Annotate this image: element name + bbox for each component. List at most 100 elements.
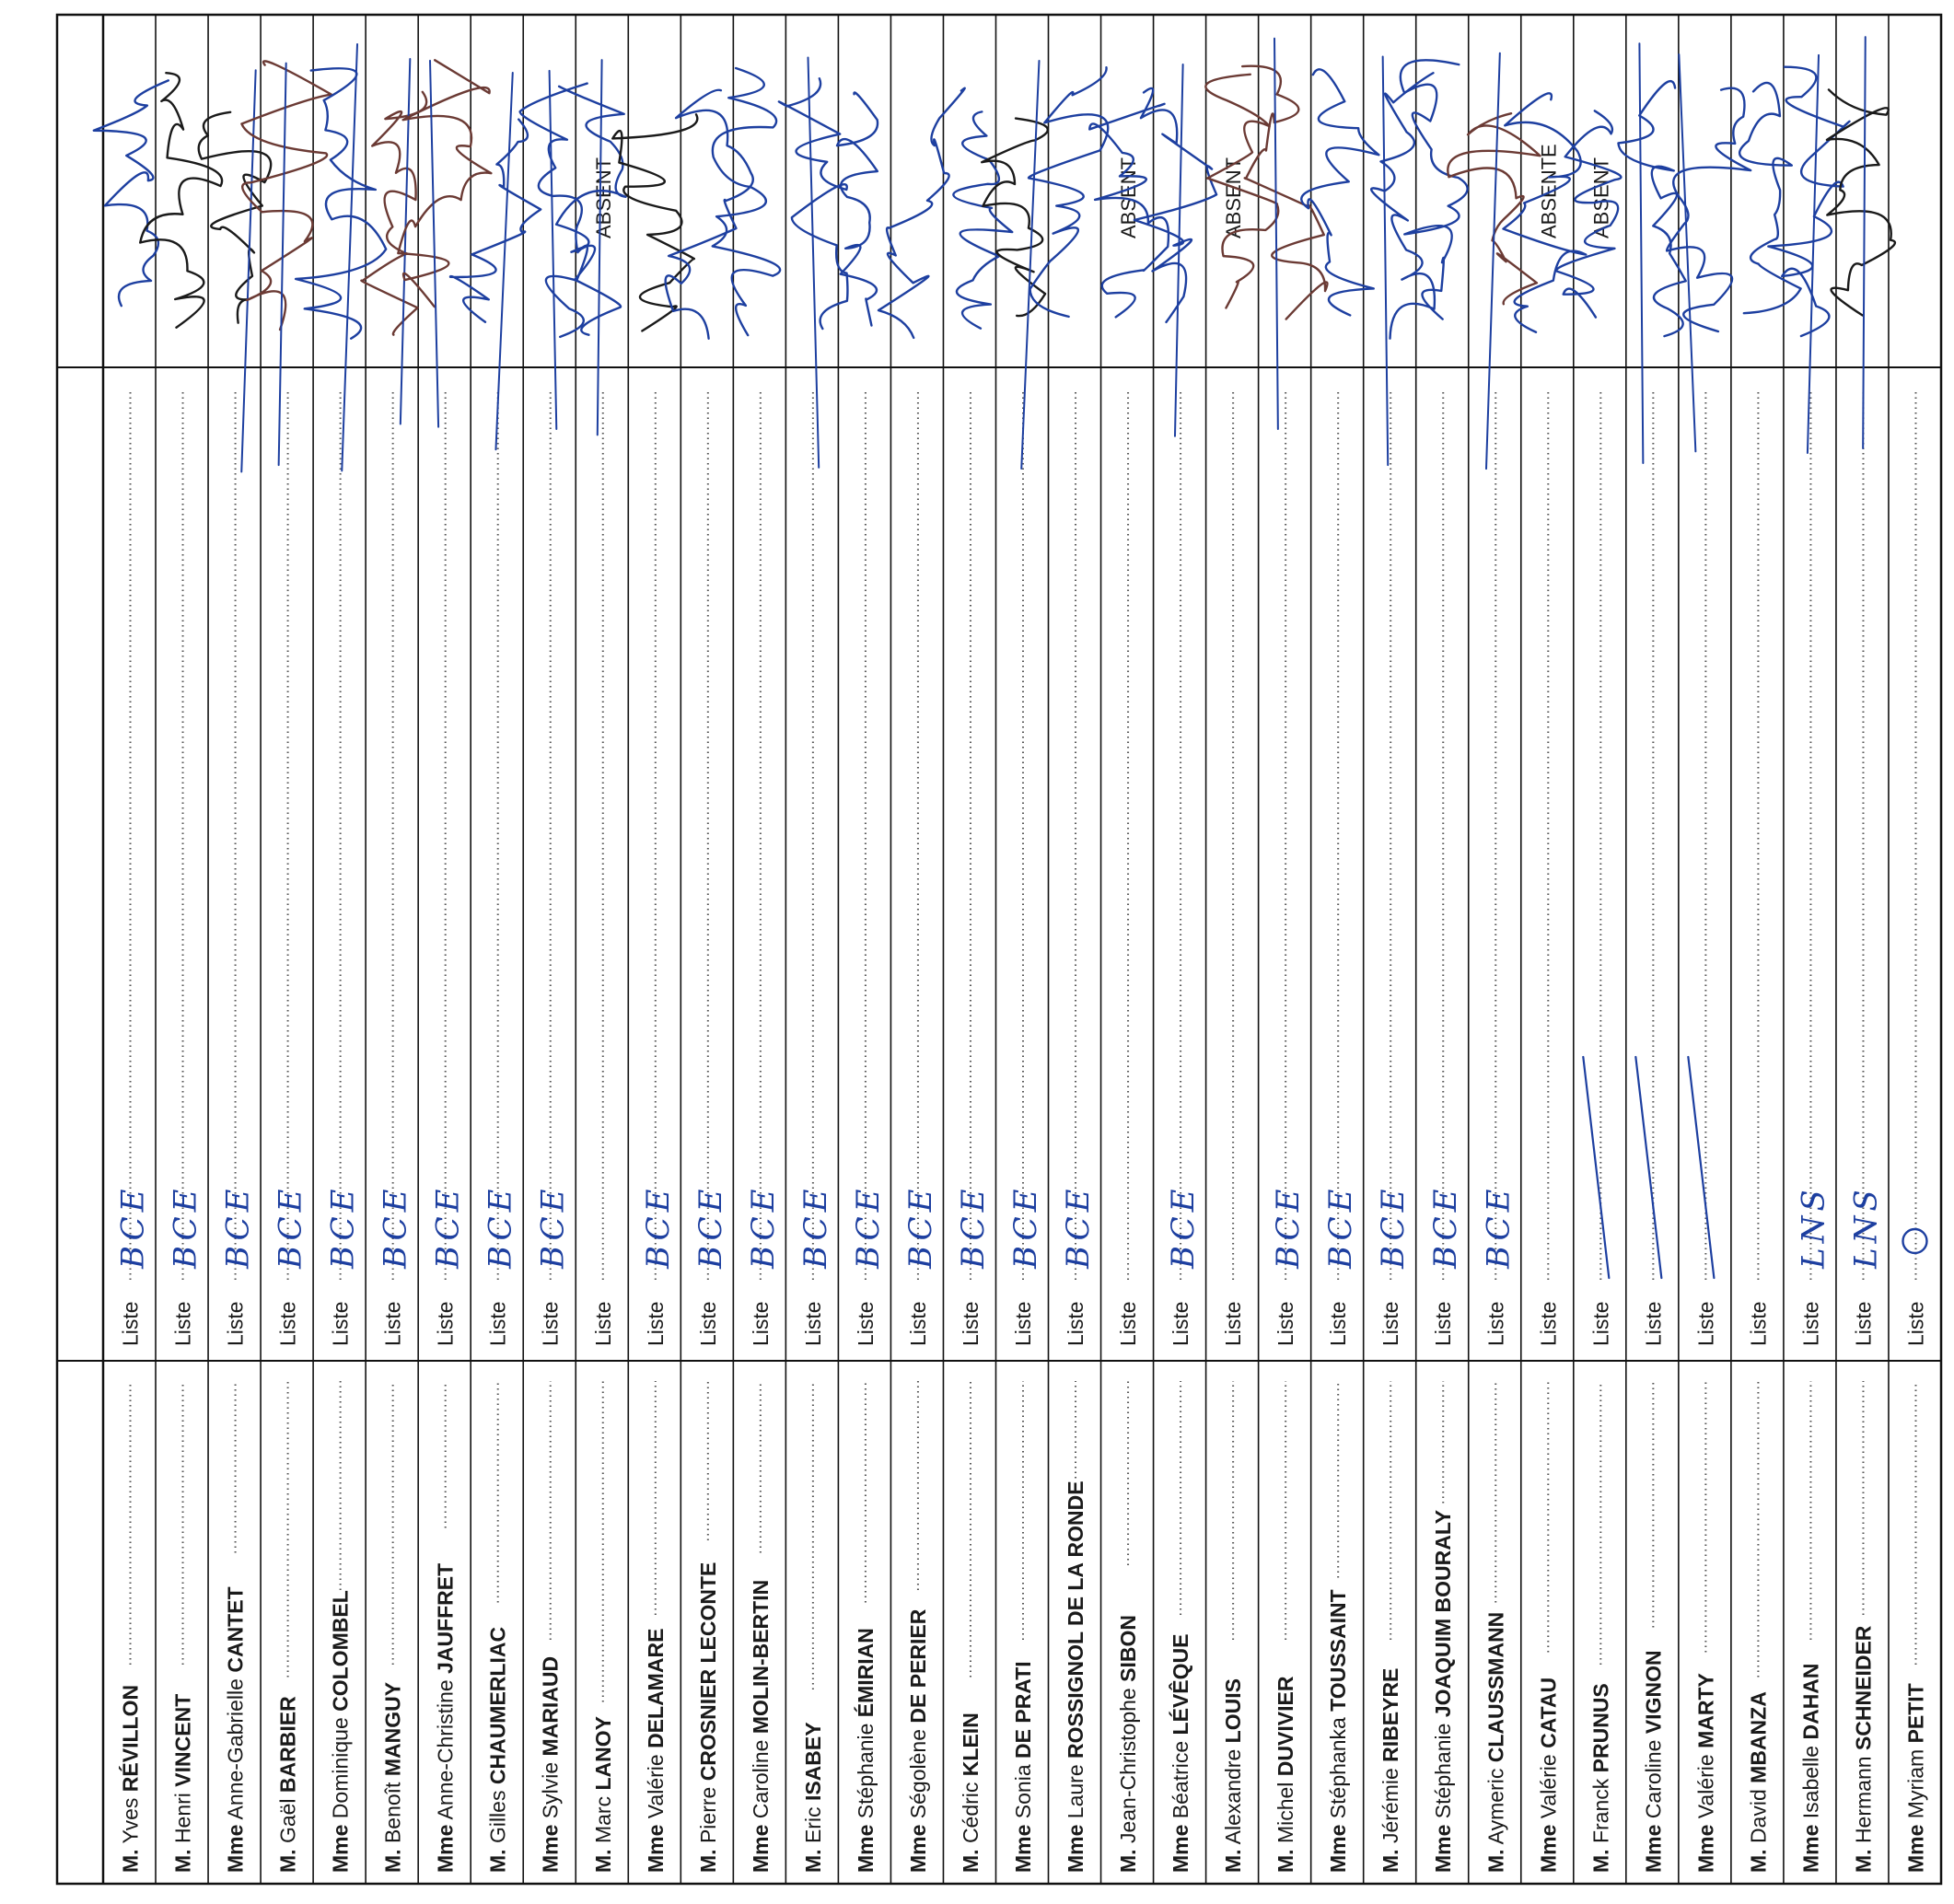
table-row: M. Pierre CROSNIER LECONTE Liste BCE — [692, 389, 729, 1873]
handwritten-list: LNS — [1847, 1185, 1884, 1270]
handwritten-list: BCE — [1060, 1185, 1097, 1270]
delegate-title: M. — [171, 1849, 195, 1873]
signature-scribble — [448, 118, 542, 323]
delegate-first-name: Eric — [801, 1806, 825, 1849]
signature-scribble — [294, 67, 388, 340]
delegate-name: Mme Valérie MARTY — [1693, 1673, 1717, 1873]
delegate-name: Mme Caroline VIGNON — [1641, 1650, 1665, 1873]
delegate-name: Mme Béatrice LÉVÊQUE — [1168, 1634, 1192, 1873]
delegate-name: M. Michel DUVIVIER — [1274, 1676, 1297, 1873]
delegate-title: M. — [1851, 1849, 1875, 1873]
table-row: Mme Sylvie MARIAUD Liste BCE — [535, 389, 572, 1873]
handwriting-layer — [92, 36, 1928, 1280]
table-row: Mme Ségolène DE PERIER Liste BCE — [902, 389, 939, 1873]
delegate-first-name: Anne-Gabrielle — [224, 1678, 248, 1825]
handwritten-list: BCE — [378, 1185, 414, 1270]
signature-stroke — [1806, 53, 1820, 454]
delegate-title: Mme — [1641, 1825, 1665, 1873]
table-row: M. Marc LANOY Liste ABSENT — [591, 157, 615, 1873]
table-row: Mme Valérie MARTY Liste — [1693, 389, 1717, 1873]
handwritten-list: BCE — [745, 1185, 782, 1270]
delegate-title: M. — [1588, 1849, 1612, 1873]
signature-scribble — [777, 76, 849, 331]
signature-scribble — [711, 66, 782, 337]
delegate-first-name: Pierre — [696, 1787, 720, 1850]
delegate-first-name: Valérie — [1536, 1754, 1560, 1824]
list-prefix: Liste — [1851, 1301, 1875, 1346]
delegate-last-name: RIBEYRE — [1378, 1668, 1402, 1769]
delegate-last-name: MANGUY — [381, 1682, 405, 1782]
delegate-title: M. — [1274, 1849, 1297, 1873]
table-row: Mme Anne-Gabrielle CANTET Liste BCE — [220, 389, 257, 1873]
delegate-last-name: RÉVILLON — [118, 1685, 143, 1798]
signature-stroke — [1678, 53, 1697, 453]
delegate-name: M. Franck PRUNUS — [1588, 1683, 1612, 1873]
list-prefix: Liste — [644, 1301, 668, 1346]
list-prefix: Liste — [591, 1301, 615, 1346]
delegate-name: Mme Valérie CATAU — [1536, 1678, 1560, 1873]
table-row: Mme Stéphanie JOAQUIM BOURALY Liste BCE — [1427, 389, 1464, 1873]
list-prefix: Liste — [1903, 1301, 1927, 1346]
delegate-last-name: TOUSSAINT — [1326, 1589, 1350, 1717]
delegate-title: Mme — [749, 1825, 773, 1873]
delegate-first-name: Alexandre — [1221, 1749, 1245, 1850]
signature-stroke — [1638, 42, 1645, 464]
handwritten-list: BCE — [1007, 1185, 1044, 1270]
delegate-title: M. — [1483, 1849, 1507, 1873]
list-prefix: Liste — [381, 1301, 405, 1346]
delegate-first-name: Aymeric — [1483, 1769, 1507, 1850]
delegate-name: Mme Dominique COLOMBEL — [329, 1590, 353, 1873]
delegate-title: Mme — [1326, 1825, 1350, 1873]
table-row: Mme Isabelle DAHAN Liste LNS — [1795, 389, 1832, 1873]
list-prefix: Liste — [801, 1301, 825, 1346]
table-row: Mme Stéphanie ÉMIRIAN Liste BCE — [850, 389, 887, 1873]
table-row: M. Gilles CHAUMERLIAC Liste BCE — [483, 389, 519, 1873]
delegate-last-name: ISABEY — [801, 1722, 825, 1806]
delegate-last-name: VINCENT — [171, 1694, 195, 1793]
delegate-first-name: Cédric — [959, 1782, 983, 1850]
table-border — [55, 13, 1943, 1886]
delegate-title: M. — [801, 1849, 825, 1873]
delegate-name: Mme Laure ROSSIGNOL DE LA RONDE — [1064, 1480, 1087, 1873]
delegate-title: Mme — [1011, 1825, 1035, 1873]
status-text: ABSENT — [1222, 157, 1245, 238]
signature-stroke — [1020, 59, 1041, 470]
delegate-last-name: CATAU — [1536, 1678, 1560, 1754]
signature-scribble — [397, 59, 493, 308]
list-prefix: Liste — [1588, 1301, 1612, 1346]
list-prefix: Liste — [119, 1301, 143, 1346]
delegate-title: Mme — [1536, 1825, 1560, 1873]
delegate-title: Mme — [1431, 1825, 1455, 1873]
signature-scribble — [1447, 111, 1541, 306]
delegate-name: M. Yves RÉVILLON — [118, 1685, 143, 1873]
handwritten-list: BCE — [115, 1185, 152, 1270]
handwritten-list: BCE — [1165, 1185, 1202, 1270]
status-text: ABSENTE — [1537, 144, 1560, 238]
signature-scribble — [1027, 65, 1110, 319]
list-prefix: Liste — [1536, 1301, 1560, 1346]
handwritten-list: BCE — [1427, 1185, 1464, 1270]
table-row: Mme Caroline MOLIN-BERTIN Liste BCE — [745, 389, 782, 1873]
delegate-title: M. — [381, 1849, 405, 1873]
delegate-name: Mme Anne-Christine JAUFFRET — [434, 1563, 458, 1873]
table-row: M. Jérémie RIBEYRE Liste BCE — [1375, 389, 1412, 1873]
delegate-title: M. — [1378, 1849, 1402, 1873]
delegate-first-name: Anne-Christine — [434, 1679, 458, 1824]
pen-stroke — [1687, 1055, 1716, 1280]
handwritten-list: BCE — [640, 1185, 677, 1270]
list-prefix: Liste — [539, 1301, 563, 1346]
table-row: M. Hermann SCHNEIDER Liste LNS — [1847, 389, 1884, 1873]
handwritten-list: BCE — [902, 1185, 939, 1270]
delegate-last-name: CROSNIER LECONTE — [696, 1562, 720, 1787]
delegate-title: Mme — [1903, 1825, 1927, 1873]
delegate-last-name: CANTET — [224, 1586, 248, 1678]
delegate-last-name: CHAUMERLIAC — [486, 1627, 510, 1791]
signature-scribble — [518, 82, 588, 339]
signature-stroke — [807, 56, 820, 469]
delegate-first-name: Hermann — [1851, 1756, 1875, 1849]
table-row: M. Eric ISABEY Liste BCE — [797, 389, 834, 1873]
delegate-first-name: Benoît — [381, 1782, 405, 1849]
table-row: M. David MBANZA Liste — [1746, 389, 1770, 1873]
list-prefix: Liste — [1483, 1301, 1507, 1346]
delegate-name: Mme Valérie DELAMARE — [644, 1629, 668, 1873]
